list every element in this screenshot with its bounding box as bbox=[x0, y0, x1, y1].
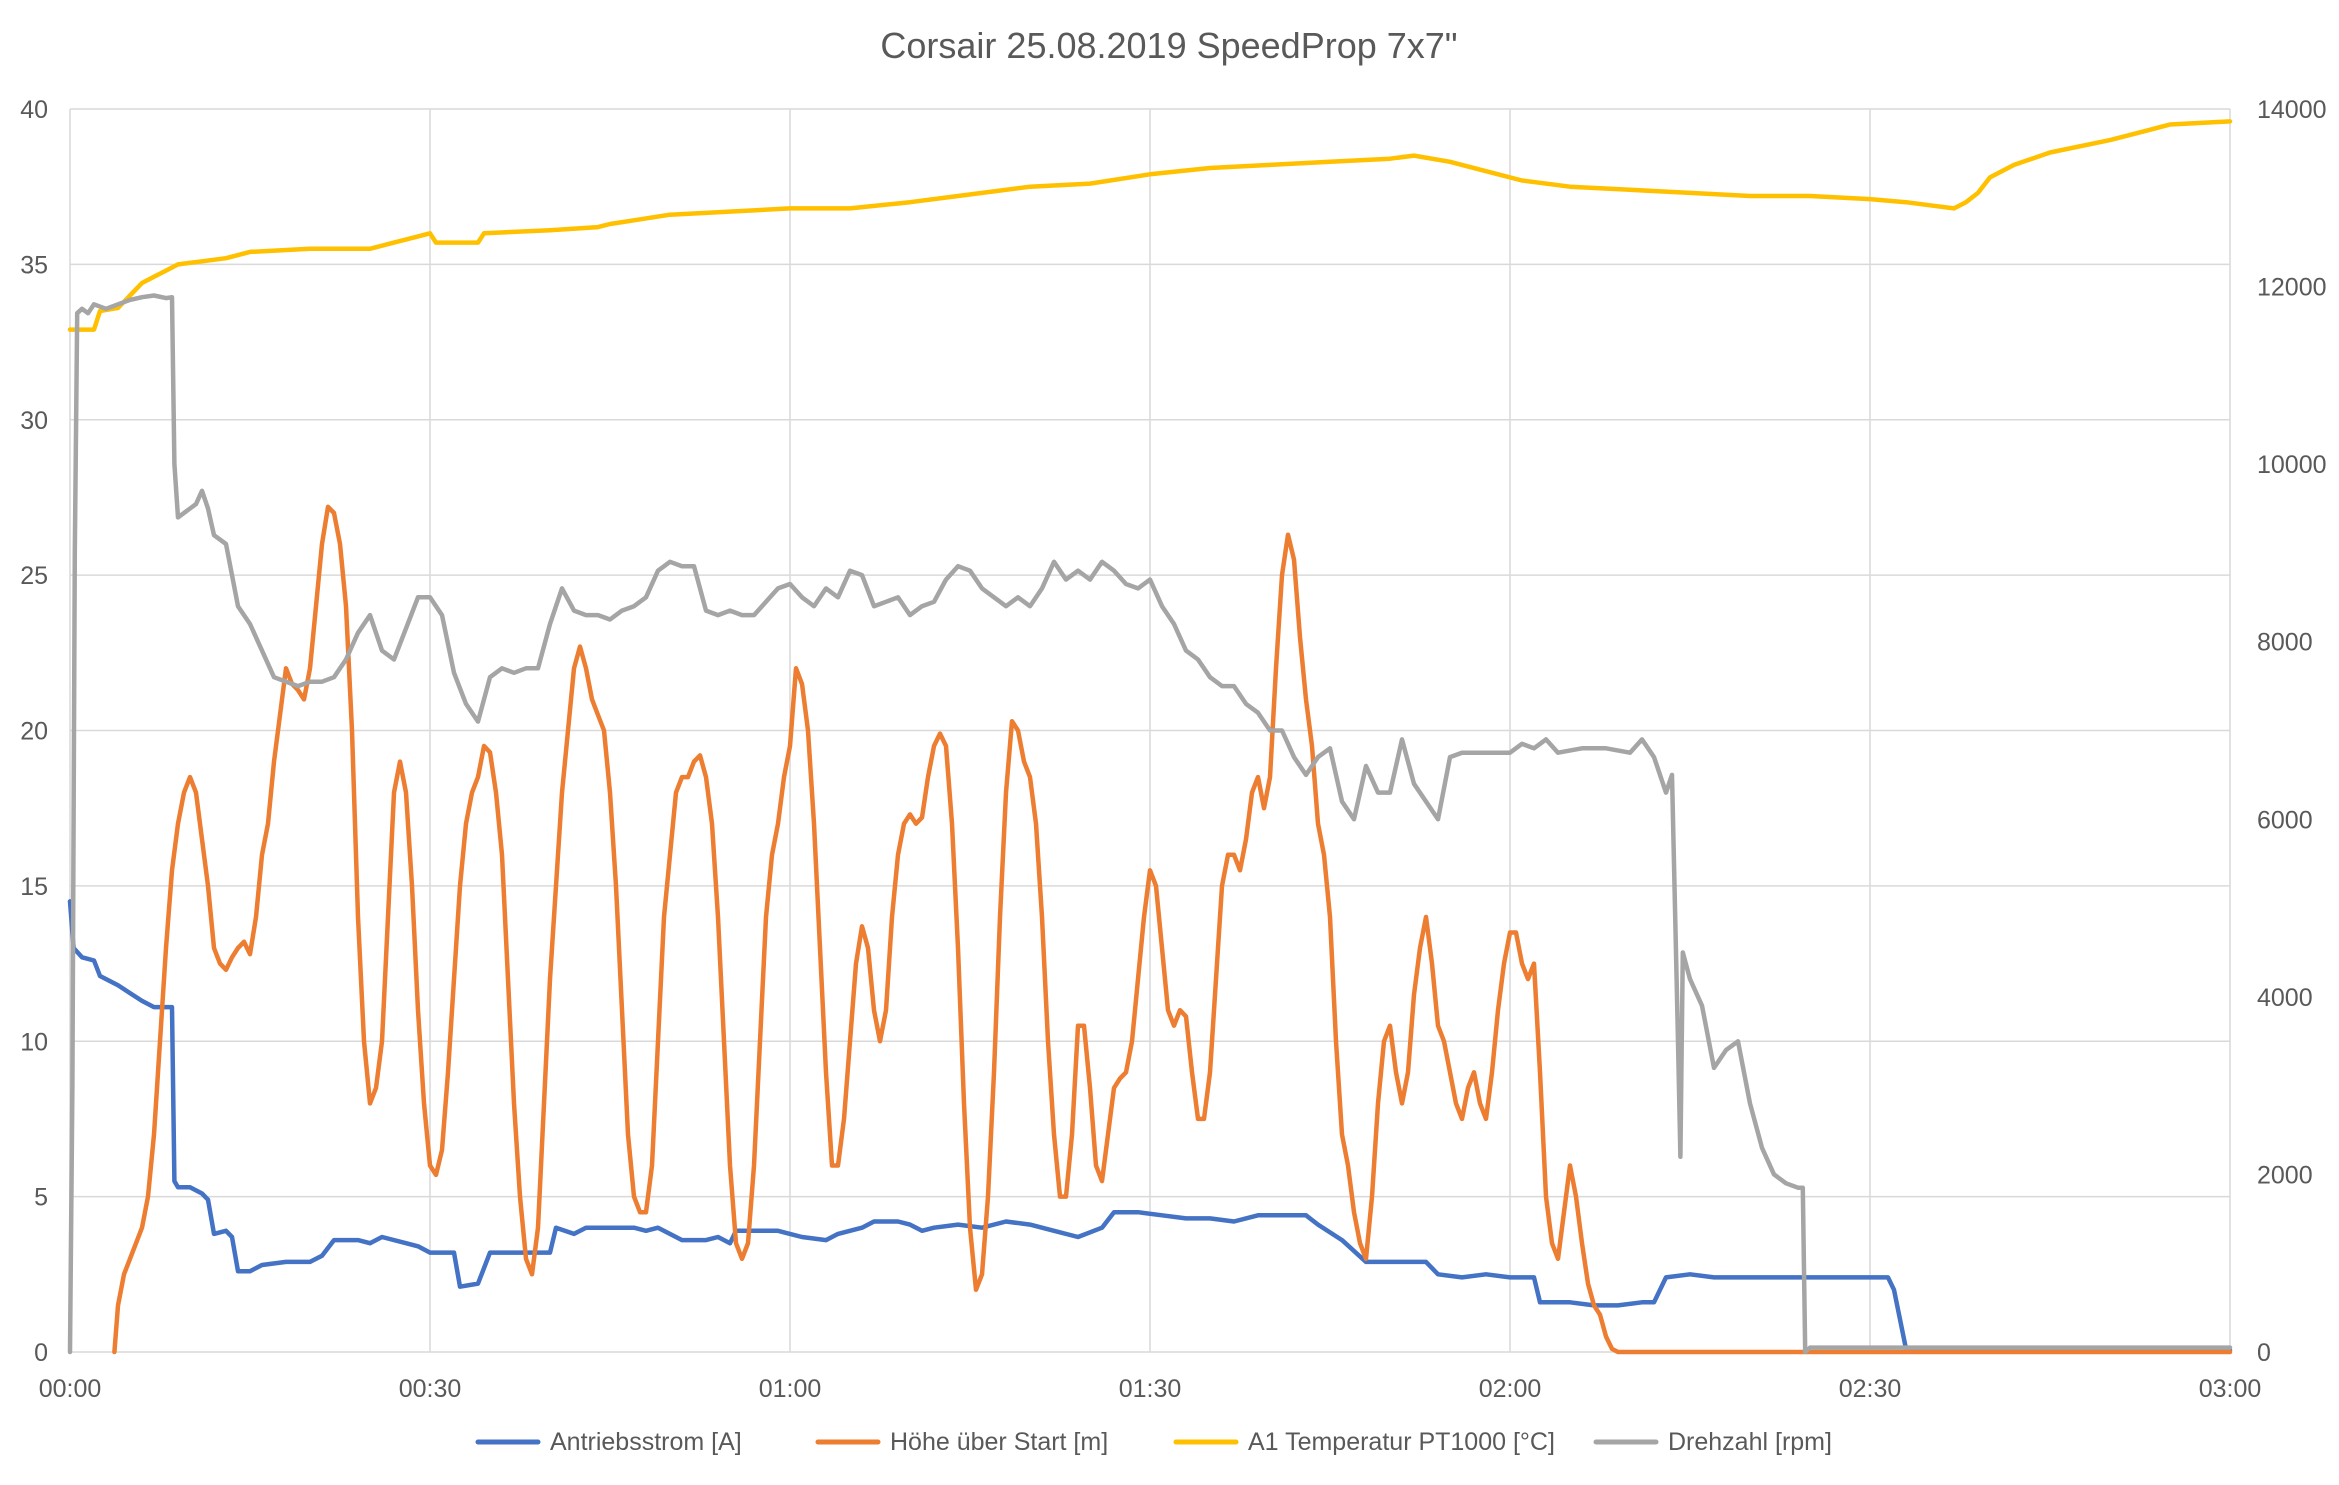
left-axis-tick-label: 30 bbox=[20, 407, 48, 435]
legend-label-3: A1 Temperatur PT1000 [°C] bbox=[1248, 1428, 1555, 1456]
series-line-4 bbox=[67, 293, 2233, 1355]
left-axis-tick-label: 5 bbox=[34, 1184, 48, 1212]
right-axis-tick-label: 0 bbox=[2257, 1339, 2271, 1367]
right-axis-ticks: 0 2000 4000 6000 8000 10000 12000 14000 bbox=[2257, 96, 2327, 1367]
left-axis-tick-label: 25 bbox=[20, 562, 48, 590]
right-axis-tick-label: 4000 bbox=[2257, 984, 2313, 1012]
series-line-3 bbox=[67, 119, 2233, 332]
x-axis-tick-label: 03:00 bbox=[2199, 1375, 2262, 1403]
right-axis-tick-label: 10000 bbox=[2257, 451, 2327, 479]
x-axis-tick-label: 00:30 bbox=[399, 1375, 462, 1403]
right-axis-tick-label: 8000 bbox=[2257, 629, 2313, 657]
left-axis-tick-label: 35 bbox=[20, 251, 48, 279]
right-axis-tick-label: 12000 bbox=[2257, 274, 2327, 302]
x-axis-tick-label: 02:30 bbox=[1839, 1375, 1902, 1403]
legend-label-2: Höhe über Start [m] bbox=[890, 1428, 1108, 1456]
x-axis-tick-label: 02:00 bbox=[1479, 1375, 1542, 1403]
series-layer bbox=[67, 119, 2233, 1355]
left-axis-tick-label: 15 bbox=[20, 873, 48, 901]
grid-lines bbox=[69, 108, 2231, 1353]
x-axis-tick-label: 00:00 bbox=[39, 1375, 102, 1403]
left-axis-tick-label: 20 bbox=[20, 718, 48, 746]
left-axis-tick-label: 10 bbox=[20, 1028, 48, 1056]
chart-title: Corsair 25.08.2019 SpeedProp 7x7" bbox=[880, 25, 1457, 66]
x-axis-tick-label: 01:00 bbox=[759, 1375, 822, 1403]
series-line-2 bbox=[112, 504, 2233, 1355]
right-axis-tick-label: 2000 bbox=[2257, 1161, 2313, 1189]
x-axis-tick-label: 01:30 bbox=[1119, 1375, 1182, 1403]
left-axis-tick-label: 40 bbox=[20, 96, 48, 124]
x-axis-ticks: 00:00 00:30 01:00 01:30 02:00 02:30 03:00 bbox=[39, 1375, 2262, 1403]
legend-label-4: Drehzahl [rpm] bbox=[1668, 1428, 1832, 1456]
left-axis-tick-label: 0 bbox=[34, 1339, 48, 1367]
right-axis-tick-label: 6000 bbox=[2257, 806, 2313, 834]
left-axis-ticks: 0 5 10 15 20 25 30 35 40 bbox=[20, 96, 48, 1367]
series-line-1 bbox=[67, 899, 2233, 1353]
legend: Antriebsstrom [A] Höhe über Start [m] A1 T… bbox=[475, 1428, 1832, 1456]
right-axis-tick-label: 14000 bbox=[2257, 96, 2327, 124]
legend-label-1: Antriebsstrom [A] bbox=[550, 1428, 742, 1456]
